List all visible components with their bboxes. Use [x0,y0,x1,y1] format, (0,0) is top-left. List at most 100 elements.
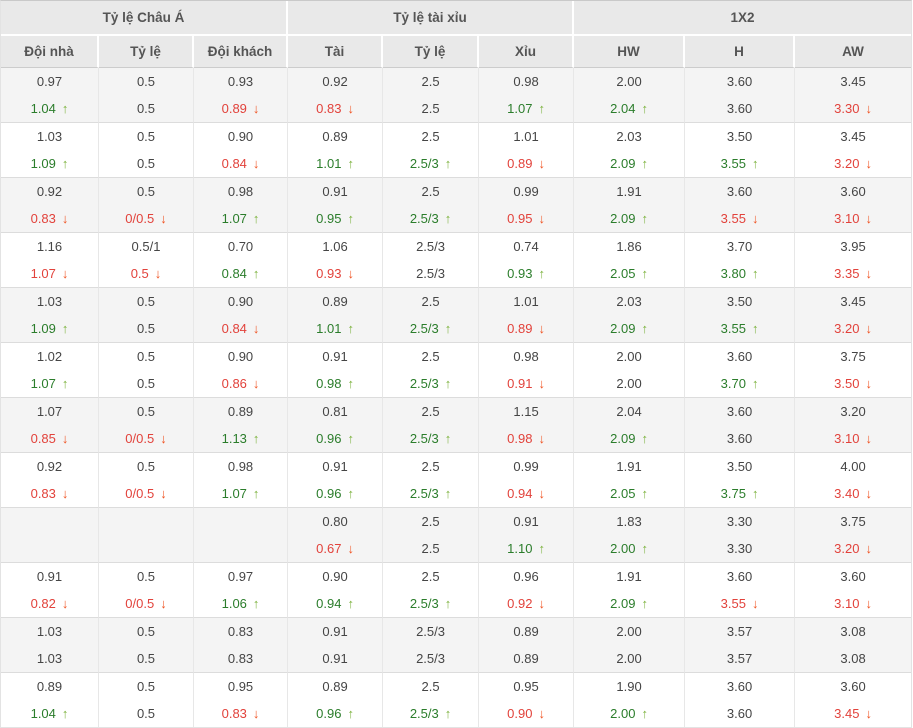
odds-cell-content: 0.91 ↓ [507,371,545,396]
odds-value: 2.5/3 [409,321,439,336]
odds-cell: 0.5 [99,177,194,205]
odds-cell-content: 3.20 [840,399,865,424]
odds-value: 0.93 [507,266,533,281]
odds-cell-content: 3.60 [727,674,752,699]
odds-cell-content: 0.5 [137,454,155,479]
odds-cell: 2.09 ↑ [574,425,686,452]
odds-value: 0.91 [507,376,533,391]
odds-cell: 2.5 [383,535,480,562]
odds-cell: 2.5 [383,562,480,590]
odds-value: 0.91 [36,569,63,584]
odds-value: 2.04 [610,101,636,116]
odds-value: 3.60 [726,404,753,419]
odds-cell: 0.95 [194,672,289,700]
odds-value: 0.5 [136,349,156,364]
arrow-down-icon: ↓ [865,541,872,556]
odds-value: 0.5 [136,129,156,144]
odds-cell: 0.97 [1,68,99,95]
arrow-down-icon: ↓ [865,431,872,446]
odds-cell-content: 2.5/3 [416,234,445,259]
odds-cell: 0.89 ↓ [479,315,575,342]
odds-value: 3.45 [840,294,866,309]
odds-value: 2.5 [421,294,440,309]
arrow-up-icon: ↑ [538,101,545,116]
odds-value: 3.60 [840,569,866,584]
odds-cell-content: 2.5 [421,69,439,94]
odds-cell: 1.09 ↑ [1,150,99,177]
odds-cell: 2.5 [383,672,480,700]
odds-cell-content: 0.92 [37,179,62,204]
odds-value: 0/0.5 [125,486,155,501]
odds-value: 3.50 [726,129,753,144]
odds-cell: 1.83 [574,507,686,535]
odds-value: 2.5 [421,349,440,364]
odds-value: 2.09 [610,156,636,171]
odds-row: 1.07 0.5 0.89 0.81 2.5 1.15 2.04 3.60 3.20 [1,397,912,425]
odds-cell-content: 0.86 ↓ [222,371,260,396]
odds-cell-content: 3.50 [727,289,752,314]
arrow-up-icon: ↑ [751,321,759,336]
odds-value: 0.89 [507,156,533,171]
odds-cell: 0.5 [99,370,194,397]
odds-cell: 0.5 [99,452,194,480]
odds-cell: 0.89 [479,617,575,645]
odds-value: 0.99 [513,459,539,474]
odds-cell: 3.40 ↓ [795,480,912,507]
odds-row: 1.03 0.5 0.83 0.91 2.5/3 0.89 2.00 3.57 3.08 [1,617,912,645]
odds-value: 0.5 [136,459,156,474]
odds-cell: 0.5 [99,645,194,672]
odds-cell: 0.92 [288,68,384,95]
odds-cell: 0.96 [479,562,575,590]
odds-cell-content: 1.07 ↑ [222,481,260,506]
arrow-down-icon: ↓ [865,266,872,281]
odds-cell: 2.5 [383,177,480,205]
arrow-up-icon: ↑ [641,101,648,116]
odds-value: 2.5/3 [409,211,439,226]
odds-cell: 3.60 [685,700,796,727]
odds-value: 0.84 [221,156,247,171]
odds-cell-content: 1.15 [513,399,538,424]
arrow-down-icon: ↓ [865,156,872,171]
arrow-up-icon: ↑ [347,596,354,611]
odds-value: 3.45 [840,74,866,89]
odds-cell: 0.85 ↓ [1,425,99,452]
odds-cell-content: 0.95 [513,674,538,699]
odds-cell-content: 3.60 [727,426,752,451]
odds-cell-content: 2.5/3 ↑ [410,316,451,341]
odds-value: 2.5 [421,514,440,529]
odds-cell [99,507,194,535]
odds-cell-content: 0.90 [228,289,253,314]
odds-cell-content: 0.5 [137,399,155,424]
arrow-down-icon: ↓ [538,706,545,721]
odds-cell: 0.90 [194,122,289,150]
odds-value: 3.45 [834,706,860,721]
odds-cell-content: 2.5 [421,674,439,699]
odds-value: 1.91 [616,569,642,584]
odds-cell-content: 2.5 [421,124,439,149]
odds-cell: 1.02 [1,342,99,370]
odds-value: 0.5 [136,404,156,419]
odds-cell-content: 0.90 [228,124,253,149]
odds-value: 0.83 [30,211,56,226]
odds-cell-content: 0.92 ↓ [507,591,545,616]
odds-cell-content: 0.81 [322,399,347,424]
odds-cell: 0.5 [99,287,194,315]
odds-cell: 3.70 ↑ [685,370,796,397]
odds-value: 2.04 [616,404,642,419]
odds-cell: 1.03 [1,645,99,672]
odds-value: 1.01 [316,156,342,171]
odds-cell: 2.05 ↑ [574,480,686,507]
odds-value: 0.85 [30,431,56,446]
odds-value: 2.5/3 [416,239,445,254]
arrow-up-icon: ↑ [641,541,648,556]
odds-cell-content: 0.84 ↑ [222,261,260,286]
odds-cell-content: 1.16 [37,234,62,259]
arrow-up-icon: ↑ [444,156,452,171]
odds-value: 0.99 [513,184,539,199]
odds-cell-content: 4.00 [840,454,865,479]
odds-row: 1.09 ↑ 0.5 0.84 ↓ 1.01 ↑ 2.5/3 ↑ 0.89 ↓ 2.09 ↑ 3.55 ↑ 3… [1,315,912,342]
odds-cell: 3.45 ↓ [795,700,912,727]
odds-value: 3.30 [726,541,753,556]
odds-cell: 0.91 [1,562,99,590]
arrow-up-icon: ↑ [641,156,648,171]
